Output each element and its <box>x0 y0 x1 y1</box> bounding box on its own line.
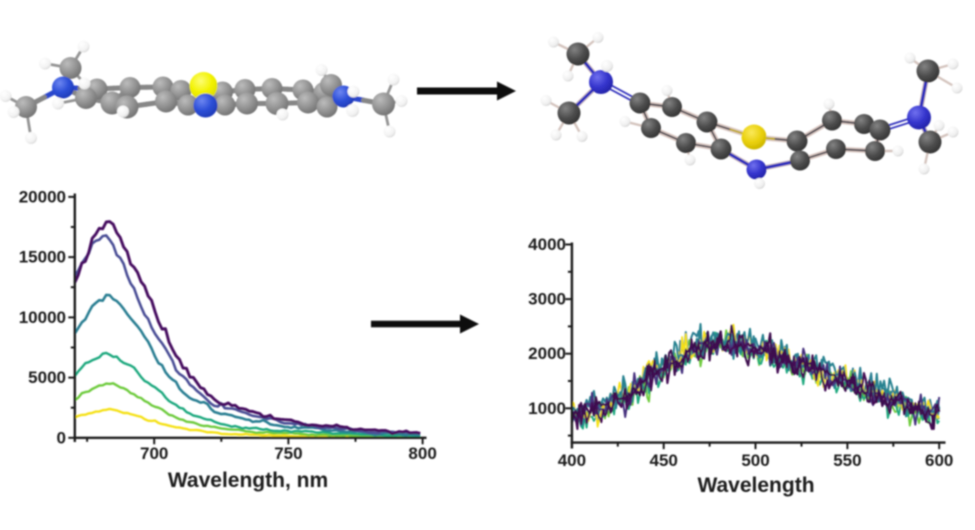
svg-text:4000: 4000 <box>528 235 566 254</box>
svg-text:3000: 3000 <box>528 290 566 309</box>
svg-text:750: 750 <box>274 444 302 463</box>
svg-text:0: 0 <box>57 428 66 447</box>
svg-text:550: 550 <box>833 451 861 470</box>
svg-text:1000: 1000 <box>528 399 566 418</box>
svg-text:450: 450 <box>650 451 678 470</box>
svg-text:5000: 5000 <box>28 368 66 387</box>
svg-text:20000: 20000 <box>19 187 66 206</box>
svg-text:10000: 10000 <box>19 308 66 327</box>
svg-text:500: 500 <box>741 451 769 470</box>
svg-text:700: 700 <box>140 444 168 463</box>
svg-text:600: 600 <box>925 451 953 470</box>
svg-text:2000: 2000 <box>528 344 566 363</box>
svg-text:Wavelength, nm: Wavelength, nm <box>168 469 328 492</box>
svg-text:800: 800 <box>408 444 436 463</box>
svg-text:15000: 15000 <box>19 248 66 267</box>
svg-text:Wavelength: Wavelength <box>697 474 814 497</box>
svg-text:400: 400 <box>558 451 586 470</box>
